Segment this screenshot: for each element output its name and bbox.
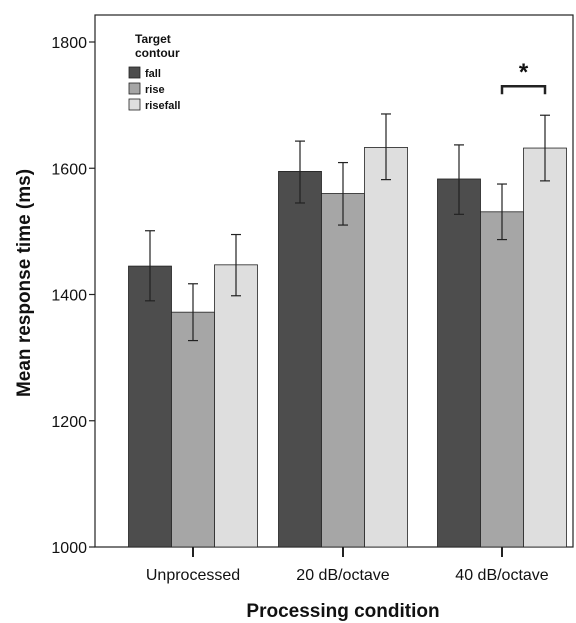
legend-label-fall: fall [145, 68, 161, 80]
y-tick-label: 1800 [51, 35, 87, 52]
x-tick-label: 40 dB/octave [455, 567, 549, 584]
legend-title: contour [135, 46, 180, 60]
bars [128, 147, 567, 548]
y-tick-label: 1400 [51, 288, 87, 305]
significance-marker: * [519, 59, 529, 86]
bar-fall [128, 265, 172, 548]
legend-swatch-rise [128, 82, 141, 95]
y-tick-label: 1200 [51, 414, 87, 431]
bar-fall [437, 178, 481, 548]
bar-risefall [364, 147, 408, 548]
y-axis: 1000 1200 1400 1600 1800 [51, 35, 95, 557]
legend-title: Target [135, 32, 171, 46]
legend-swatch-fall [128, 66, 141, 79]
y-tick-label: 1600 [51, 161, 87, 178]
y-tick-label: 1000 [51, 540, 87, 557]
legend-label-risefall: risefall [145, 100, 180, 112]
bar-rise [321, 193, 365, 548]
bar-fall [278, 171, 322, 548]
legend-swatch-risefall [128, 98, 141, 111]
bar-rise [171, 311, 215, 548]
x-axis: Unprocessed 20 dB/octave 40 dB/octave [146, 547, 549, 584]
y-axis-title: Mean response time (ms) [14, 169, 35, 397]
annotations: * [500, 59, 547, 95]
error-bars [145, 113, 550, 342]
bar-risefall [523, 147, 567, 548]
significance-bracket [500, 84, 547, 95]
x-tick-label: Unprocessed [146, 567, 240, 584]
legend-label-rise: rise [145, 84, 165, 96]
x-tick-label: 20 dB/octave [296, 567, 390, 584]
bar-rise [480, 211, 524, 548]
bar-risefall [214, 264, 258, 548]
x-axis-title: Processing condition [246, 601, 439, 622]
